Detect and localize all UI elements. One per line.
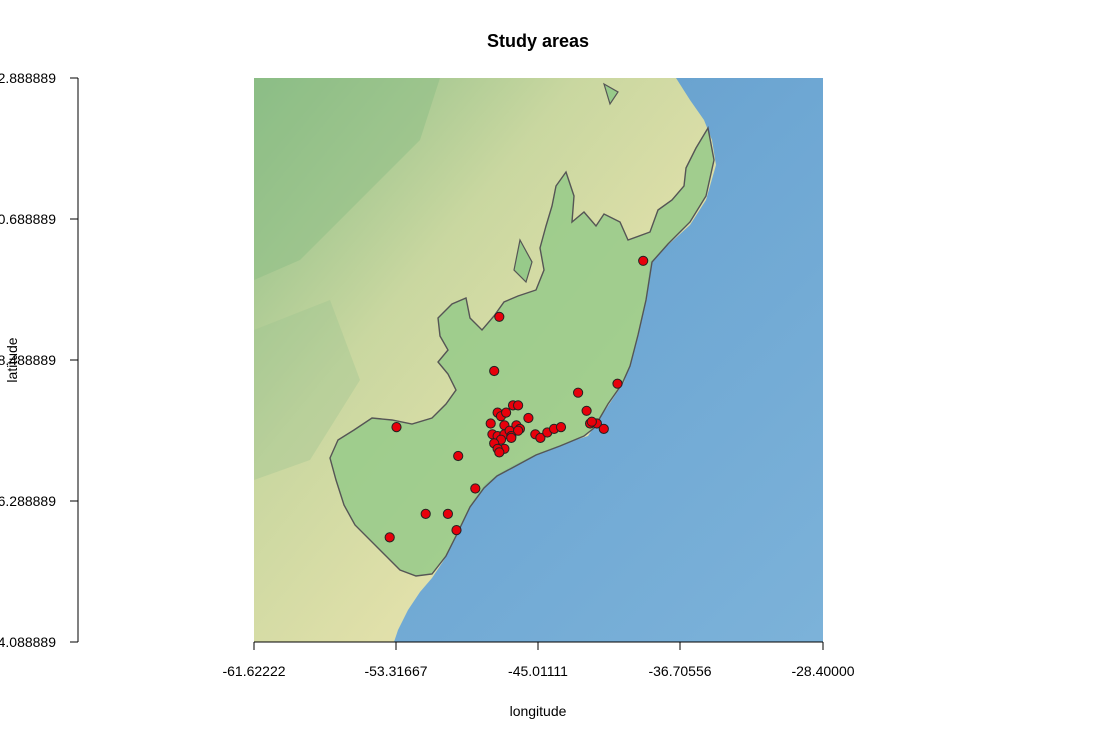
x-tick-label: -53.31667 (364, 663, 427, 679)
y-axis-title: latitude (4, 337, 20, 382)
study-site-point (442, 508, 453, 520)
study-site-point (555, 422, 567, 433)
study-site-point (384, 532, 395, 543)
study-region-outline (329, 126, 715, 577)
study-site-point (612, 378, 623, 389)
study-site-point (470, 483, 481, 494)
study-site-point (451, 525, 462, 536)
study-site-point (586, 416, 597, 427)
lowland-patch (254, 300, 360, 480)
study-site-point (506, 432, 517, 443)
study-site-point (494, 447, 505, 458)
study-site-point (523, 412, 534, 424)
study-site-point (598, 423, 609, 434)
study-site-point (420, 508, 431, 520)
study-site-point (391, 422, 402, 433)
study-site-point (501, 407, 512, 418)
study-site-point (535, 432, 546, 443)
region-fragment (513, 238, 533, 284)
study-site-point (513, 425, 524, 436)
chart-title: Study areas (487, 31, 589, 51)
y-axis-ticks: -2.888889 -10.688889 -18.488889 -26.2888… (0, 70, 78, 650)
x-axis-title: longitude (510, 703, 567, 719)
x-tick-label: -36.70556 (648, 663, 711, 679)
study-site-points (384, 255, 649, 543)
study-site-point (485, 418, 496, 429)
y-tick-label: -10.688889 (0, 211, 56, 227)
y-tick-label: -26.288889 (0, 493, 56, 509)
x-tick-label: -45.01111 (508, 663, 568, 679)
y-tick-label: -34.088889 (0, 634, 56, 650)
y-tick-label: -2.888889 (0, 70, 56, 86)
study-site-point (494, 311, 505, 322)
study-site-point (581, 405, 592, 416)
x-tick-label: -28.40000 (791, 663, 854, 679)
study-site-point (513, 400, 524, 411)
relief-map (254, 78, 823, 642)
region-fragment (602, 82, 619, 106)
y-tick-label: -18.488889 (0, 352, 56, 368)
x-axis-ticks: -61.62222 -53.31667 -45.01111 -36.70556 … (222, 642, 855, 679)
study-site-point (489, 365, 500, 377)
study-site-point (638, 255, 649, 266)
study-site-point (573, 387, 584, 398)
x-tick-label: -61.62222 (222, 663, 285, 679)
highland-patch (254, 78, 440, 280)
study-site-point (453, 450, 464, 462)
